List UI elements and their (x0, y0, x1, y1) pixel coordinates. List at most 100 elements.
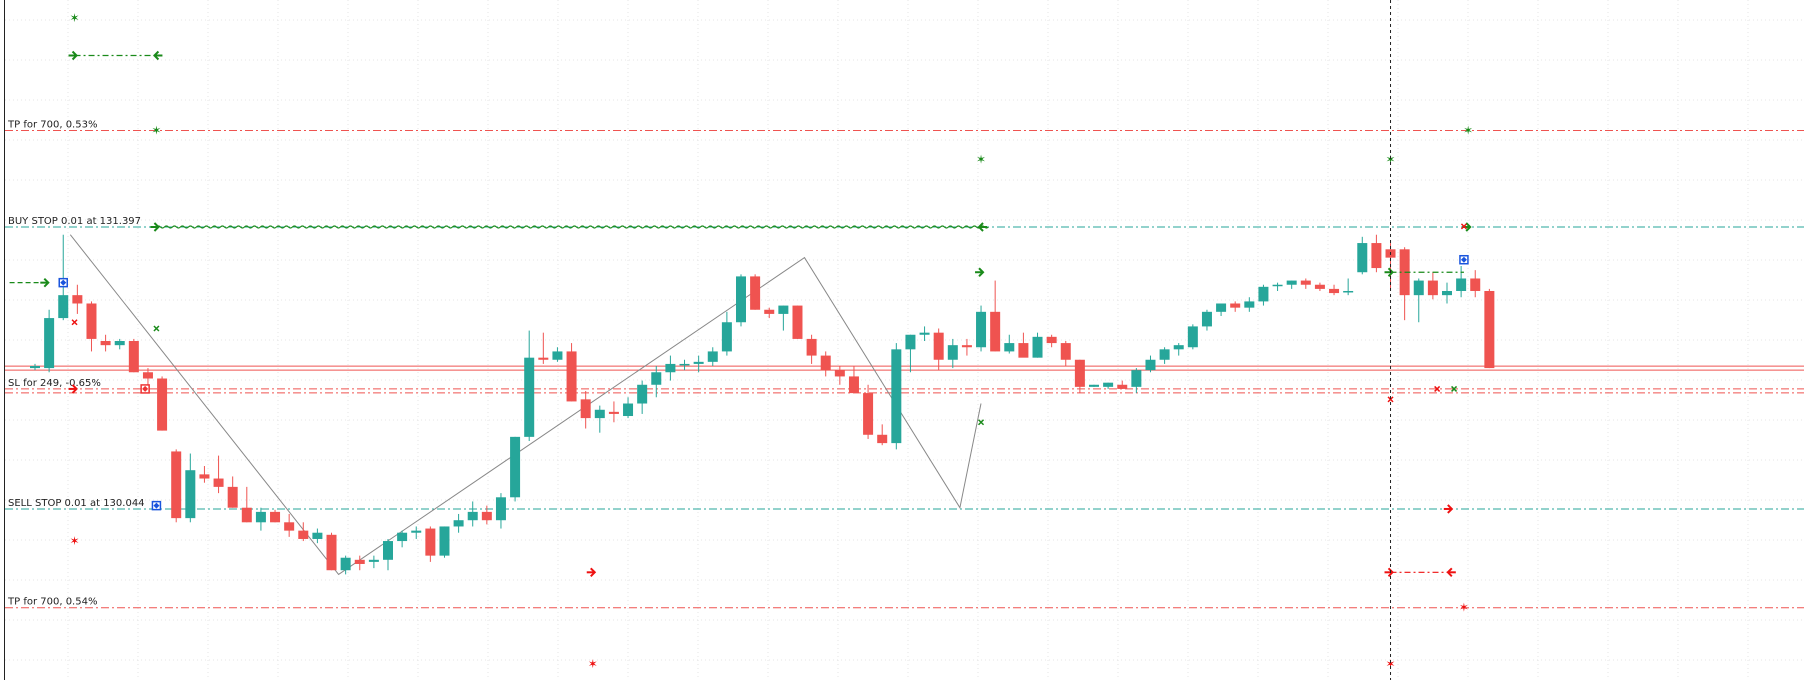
bullish-candle (1216, 303, 1227, 316)
candle-body (750, 276, 761, 310)
bullish-candle (552, 347, 563, 362)
candle-body (1103, 382, 1114, 387)
bullish-candle (524, 330, 535, 442)
candle-body (1131, 370, 1142, 387)
candle-body (114, 341, 125, 346)
bearish-candle (270, 509, 281, 523)
star-marker: ✶ (70, 11, 80, 25)
bullish-candle (1456, 265, 1467, 298)
candle-body (510, 436, 521, 498)
candle-body (1117, 384, 1128, 389)
candle-body (44, 318, 55, 369)
order-arrow-head (43, 277, 50, 288)
candle-body (383, 541, 393, 560)
candle-body (411, 530, 422, 533)
bullish-candle (312, 528, 323, 544)
candle-body (552, 351, 563, 360)
bullish-candle (721, 311, 732, 356)
candle-body (312, 532, 323, 539)
candle-body (1300, 280, 1311, 285)
bearish-candle (848, 366, 859, 394)
bullish-candle (736, 274, 746, 327)
bullish-candle (1442, 282, 1452, 304)
bullish-candle (665, 355, 676, 381)
order-arrow-head (1387, 567, 1394, 578)
bearish-candle (834, 366, 845, 385)
bullish-candle (1159, 347, 1170, 364)
bearish-candle (213, 455, 224, 494)
bearish-candle (1117, 380, 1128, 389)
candle-body (566, 351, 577, 402)
order-arrow-head (977, 222, 984, 232)
candle-body (467, 511, 478, 521)
candle-body (594, 409, 605, 419)
candle-body (340, 557, 351, 571)
candle-body (1427, 280, 1438, 296)
cross-marker (1434, 385, 1441, 392)
star-marker: ✶ (1463, 124, 1473, 138)
candle-body (425, 528, 436, 556)
candle-body (961, 345, 972, 348)
candle-body (990, 311, 1001, 352)
order-arrow-head (978, 267, 985, 277)
star-marker: ✶ (70, 534, 80, 548)
diamond-marker-core (142, 385, 149, 392)
candle-body (792, 305, 803, 339)
bullish-candle (1103, 382, 1114, 389)
bearish-candle (580, 391, 591, 429)
candle-body (820, 355, 831, 371)
candle-body (651, 372, 662, 385)
candle-body (270, 511, 281, 523)
zigzag-indicator (69, 234, 982, 576)
order-arrow-head (1387, 267, 1394, 277)
bearish-candle (1018, 332, 1029, 358)
candle-body (255, 511, 266, 523)
candle-body (1470, 278, 1481, 291)
bullish-candle (1343, 278, 1354, 296)
bearish-candle (1484, 288, 1495, 369)
bullish-candle (1258, 284, 1269, 306)
bullish-candle (1286, 280, 1297, 289)
star-marker: ✶ (1385, 657, 1395, 671)
bearish-candle (157, 376, 168, 431)
bullish-candle (947, 338, 958, 369)
candle-body (30, 366, 40, 369)
bearish-candle (961, 338, 972, 356)
bearish-candle (1074, 359, 1085, 394)
candle-body (693, 361, 704, 364)
bearish-candle (1329, 284, 1340, 296)
candle-body (495, 497, 506, 521)
bullish-candle (411, 526, 422, 539)
order-arrow-head (153, 222, 160, 232)
candle-body (1145, 359, 1156, 371)
bearish-candle (86, 301, 97, 352)
candle-body (848, 376, 859, 394)
bullish-candle (891, 343, 902, 450)
bullish-candle (1272, 282, 1283, 291)
diamond-marker-core (153, 502, 160, 509)
bullish-candle (594, 405, 605, 433)
candle-body (1074, 359, 1085, 387)
star-marker: ✶ (1459, 601, 1469, 615)
order-arrow-head (1446, 567, 1453, 578)
bearish-candle (750, 274, 761, 310)
bearish-candle (806, 334, 817, 364)
bearish-candle (538, 332, 549, 364)
candle-body (524, 357, 535, 437)
level-label: SELL STOP 0.01 at 130.044 (8, 498, 145, 509)
bearish-candle (72, 284, 83, 314)
order-arrow-head (71, 384, 78, 394)
candle-body (1371, 243, 1382, 269)
bullish-candle (1145, 355, 1156, 373)
bearish-candle (792, 305, 803, 339)
cross-marker (1460, 223, 1467, 230)
bullish-candle (255, 507, 266, 531)
bearish-candle (1314, 282, 1325, 291)
bullish-candle (976, 305, 987, 352)
bearish-candle (142, 368, 153, 385)
candle-body (128, 341, 139, 373)
order-arrow-head (71, 50, 78, 61)
bearish-candle (284, 513, 295, 537)
